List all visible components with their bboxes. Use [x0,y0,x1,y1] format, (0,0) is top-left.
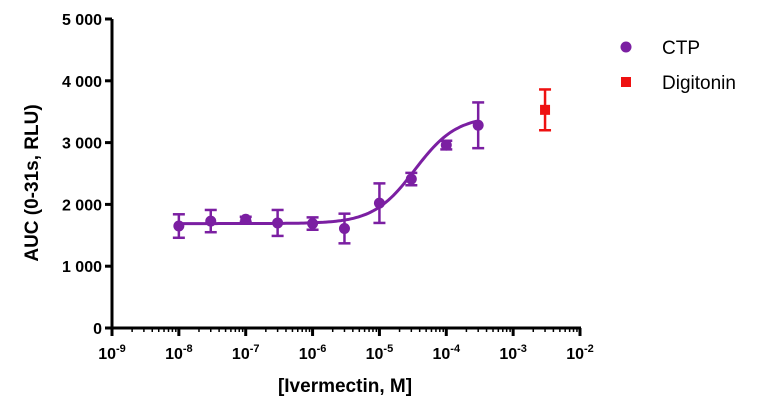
data-point [405,173,417,185]
y-tick-label: 1 000 [62,259,102,276]
data-point [240,213,252,225]
axes-group: 0 1 000 2 000 3 000 4 000 5 000 10-9 10-8 10-7 10… [62,12,594,363]
x-tick-label: 10-4 [432,343,460,363]
legend: CTP Digitonin [620,38,736,94]
y-tick-label: 2 000 [62,197,102,214]
y-tick-label: 3 000 [62,136,102,153]
y-tick-label: 0 [93,321,102,338]
legend-label: CTP [662,38,700,59]
series-group [172,88,552,245]
data-point [307,218,319,230]
x-tick-label: 10-9 [98,343,126,363]
x-tick-label: 10-2 [566,343,594,363]
series-digitonin [539,88,552,132]
legend-marker [620,41,632,53]
data-point [472,119,484,131]
data-point [272,217,284,229]
y-tick-label: 4 000 [62,74,102,91]
fit-curve [178,119,479,226]
x-tick-label: 10-5 [366,343,394,363]
x-tick-label: 10-6 [299,343,327,363]
data-point [373,197,385,209]
x-tick-label: 10-3 [499,343,527,363]
data-point [540,104,551,115]
legend-marker [621,77,631,87]
y-axis-title: AUC (0-31s, RLU) [22,104,43,261]
x-axis-title: [Ivermectin, M] [278,376,412,397]
data-point [338,223,350,235]
data-point [440,139,452,151]
x-tick-label: 10-8 [165,343,193,363]
legend-label: Digitonin [662,73,736,94]
series-ctp [172,101,485,245]
data-point [205,215,217,227]
data-point [173,220,185,232]
x-tick-label: 10-7 [232,343,260,363]
y-tick-label: 5 000 [62,12,102,29]
